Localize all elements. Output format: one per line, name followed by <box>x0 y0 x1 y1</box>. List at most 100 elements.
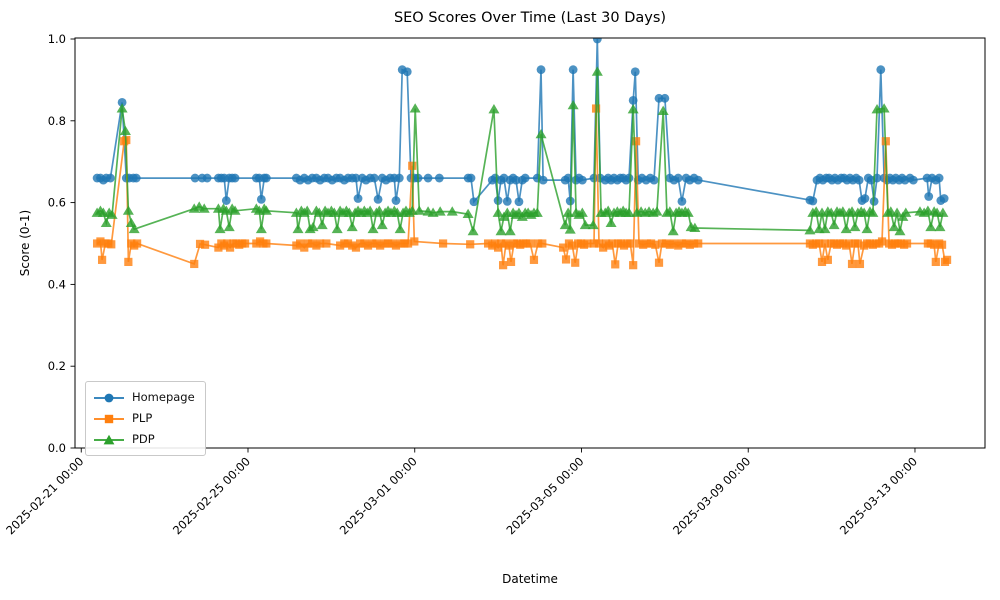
legend-item-plp: PLP <box>93 408 197 429</box>
data-point-plp <box>930 240 939 249</box>
data-point-homepage <box>808 196 818 206</box>
data-point-pdp <box>364 205 376 215</box>
data-point-plp <box>568 241 577 250</box>
data-point-plp <box>124 257 133 267</box>
data-point-pdp <box>819 223 831 234</box>
data-point-homepage <box>256 194 266 204</box>
data-point-homepage <box>353 194 363 203</box>
data-point-plp <box>646 239 656 248</box>
data-point-pdp <box>602 205 614 215</box>
data-point-pdp <box>255 223 267 234</box>
data-point-pdp <box>867 207 879 217</box>
data-point-plp <box>97 255 107 264</box>
data-point-plp <box>589 239 599 248</box>
data-point-homepage <box>190 173 200 183</box>
x-tick-label: 2025-03-01 00:00 <box>337 454 420 537</box>
data-point-plp <box>561 255 571 264</box>
data-point-homepage <box>369 173 379 183</box>
data-point-plp <box>383 239 393 248</box>
data-point-homepage <box>660 93 670 103</box>
data-point-pdp <box>934 221 946 232</box>
axes-border <box>74 37 986 449</box>
x-tick-label: 2025-03-05 00:00 <box>503 454 586 537</box>
data-point-pdp <box>605 217 617 228</box>
data-point-pdp <box>116 103 128 113</box>
data-point-pdp <box>376 219 388 230</box>
data-point-pdp <box>878 103 890 113</box>
data-point-plp <box>665 240 674 249</box>
data-point-homepage <box>511 175 521 185</box>
data-point-homepage <box>373 194 383 204</box>
data-point-homepage <box>577 175 587 185</box>
chart-title: SEO Scores Over Time (Last 30 Days) <box>394 10 666 26</box>
data-point-homepage <box>230 173 240 183</box>
legend-label-plp: PLP <box>132 410 153 425</box>
data-point-pdp <box>664 206 676 216</box>
data-point-plp <box>847 259 857 269</box>
data-point-pdp <box>409 103 421 113</box>
data-point-pdp <box>229 205 241 215</box>
data-point-plp <box>583 239 592 248</box>
data-point-pdp <box>367 223 379 234</box>
y-axis-label: Score (0-1) <box>18 210 32 276</box>
data-point-pdp <box>223 221 235 232</box>
y-tick-label: 1.0 <box>48 32 66 46</box>
data-point-pdp <box>260 205 272 215</box>
data-point-plp <box>351 243 361 252</box>
data-point-plp <box>877 237 887 246</box>
data-point-homepage <box>908 175 918 185</box>
data-point-plp <box>499 261 508 270</box>
data-point-pdp <box>307 221 319 232</box>
data-point-plp <box>107 240 116 249</box>
data-point-homepage <box>939 194 949 203</box>
data-point-plp <box>496 239 506 248</box>
data-point-pdp <box>406 205 418 215</box>
data-point-plp <box>538 239 547 248</box>
data-point-pdp <box>837 206 849 216</box>
data-point-homepage <box>466 173 476 183</box>
data-point-plp <box>262 239 271 248</box>
data-point-homepage <box>538 175 548 185</box>
y-tick-label: 0.6 <box>48 196 66 210</box>
data-point-homepage <box>860 194 870 203</box>
data-point-pdp <box>861 223 873 234</box>
data-point-homepage <box>693 175 703 185</box>
data-point-plp <box>942 255 952 264</box>
data-point-pdp <box>106 209 118 219</box>
data-point-pdp <box>413 205 425 215</box>
y-tick-label: 0.2 <box>48 359 66 373</box>
data-point-plp <box>484 239 493 248</box>
data-point-plp <box>408 161 417 170</box>
data-point-pdp <box>373 205 385 215</box>
data-point-plp <box>823 255 832 264</box>
data-point-pdp <box>128 223 140 234</box>
data-point-homepage <box>514 197 524 207</box>
legend: Homepage PLP PDP <box>85 381 206 456</box>
data-point-plp <box>855 259 865 269</box>
data-point-pdp <box>100 217 112 228</box>
data-point-pdp <box>559 219 571 230</box>
data-point-plp <box>438 239 448 248</box>
data-point-plp <box>677 239 687 248</box>
data-point-homepage <box>536 65 546 75</box>
y-tick-label: 0.8 <box>48 114 66 128</box>
data-point-pdp <box>394 223 406 234</box>
plp-line-marker-icon <box>94 414 124 423</box>
data-point-plp <box>356 239 365 248</box>
data-point-plp <box>336 241 345 250</box>
data-point-plp <box>685 240 694 249</box>
data-point-pdp <box>587 219 599 230</box>
data-point-pdp <box>316 219 328 230</box>
data-point-homepage <box>924 192 934 201</box>
data-point-plp <box>571 258 580 267</box>
data-point-homepage <box>628 95 638 105</box>
data-point-plp <box>521 239 531 248</box>
data-point-plp <box>853 239 862 248</box>
data-point-plp <box>534 239 543 248</box>
data-point-plp <box>391 241 401 250</box>
data-point-plp <box>689 239 699 248</box>
x-tick-label: 2025-02-21 00:00 <box>3 454 86 537</box>
data-point-pdp <box>576 207 588 217</box>
